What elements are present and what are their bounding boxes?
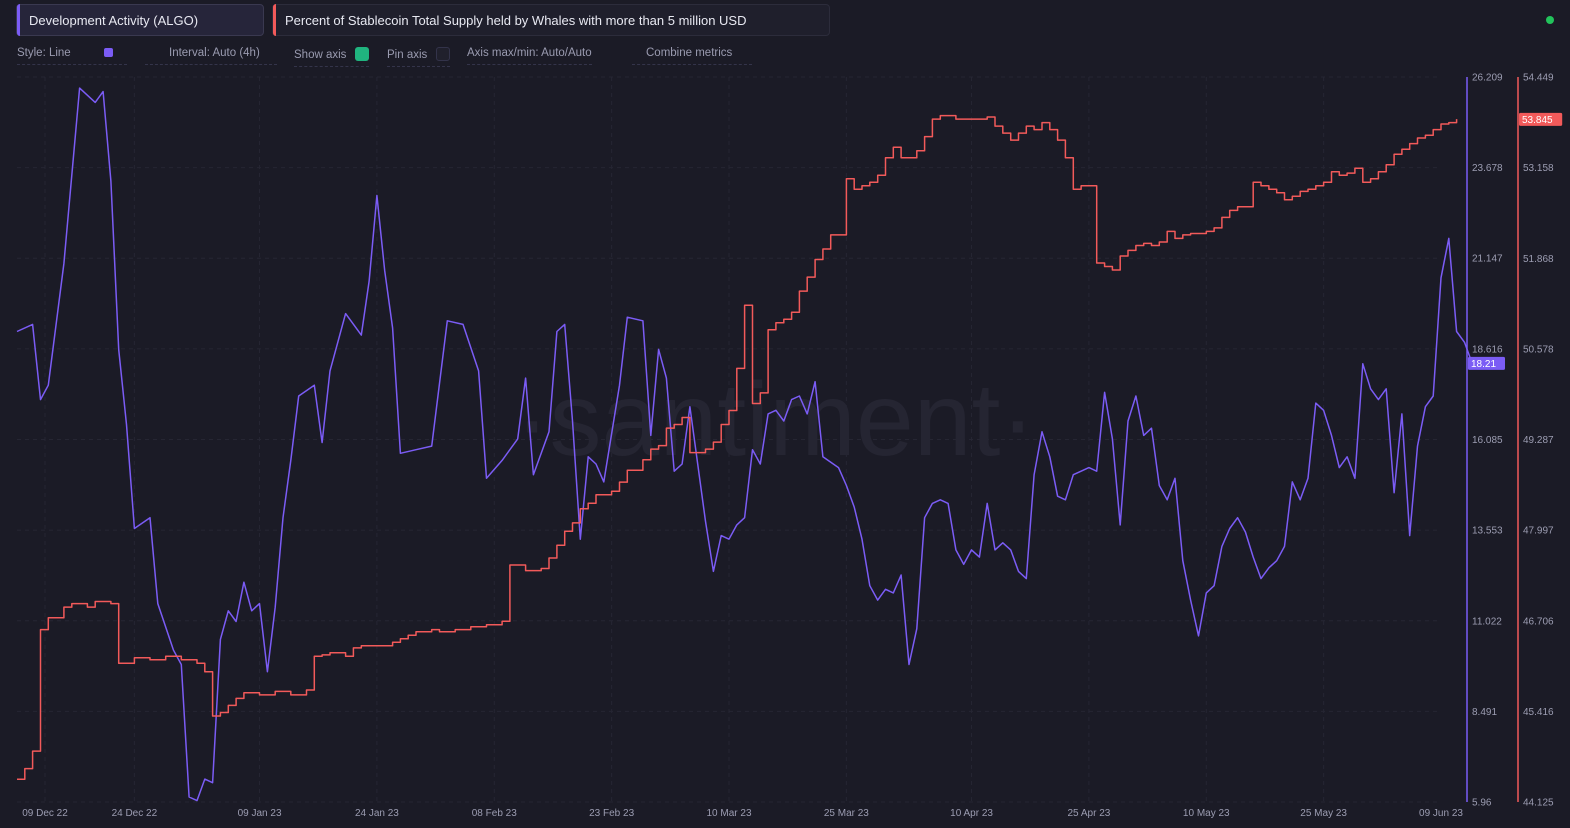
pin-axis-checkbox[interactable] xyxy=(436,47,451,61)
axis-maxmin-label: Axis max/min: Auto/Auto xyxy=(467,47,592,59)
y-tick-label-right: 51.868 xyxy=(1523,254,1554,265)
series-line-stablecoin-whales xyxy=(17,114,1458,780)
santiment-watermark: ·santiment· xyxy=(515,362,1035,478)
y-tick-label-left: 16.085 xyxy=(1472,435,1503,446)
x-tick-label: 09 Jun 23 xyxy=(1419,808,1463,819)
series-layer xyxy=(16,87,1474,802)
show-axis-toggle[interactable]: Show axis xyxy=(294,47,369,67)
line-color-swatch[interactable] xyxy=(103,48,113,57)
y-tick-label-right: 49.287 xyxy=(1523,435,1554,446)
y-tick-label-left: 21.147 xyxy=(1472,254,1503,265)
x-tick-label: 09 Dec 22 xyxy=(22,808,68,819)
y-tick-label-right: 45.416 xyxy=(1523,707,1554,718)
y-tick-label-right: 54.449 xyxy=(1523,73,1554,84)
current-value-badge-right xyxy=(1519,112,1563,126)
y-tick-label-left: 18.616 xyxy=(1472,344,1503,355)
y-tick-label-left: 26.209 xyxy=(1472,73,1503,84)
x-tick-label: 25 Mar 23 xyxy=(824,808,869,819)
y-tick-label-left: 5.96 xyxy=(1472,798,1492,809)
metric-color-bar xyxy=(17,4,20,36)
combine-metrics-label: Combine metrics xyxy=(646,47,733,59)
y-tick-label-right: 53.158 xyxy=(1523,163,1554,174)
show-axis-checkbox[interactable] xyxy=(354,47,369,61)
y-tick-label-left: 23.678 xyxy=(1472,163,1503,174)
x-tick-label: 10 Mar 23 xyxy=(706,808,751,819)
y-tick-label-left: 8.491 xyxy=(1472,707,1497,718)
x-tick-label: 24 Dec 22 xyxy=(112,808,158,819)
current-value-label-right: 53.845 xyxy=(1522,115,1553,126)
current-value-label-left: 18.21 xyxy=(1471,359,1496,370)
interval-selector[interactable]: Interval: Auto (4h) xyxy=(145,47,277,65)
metric-color-bar xyxy=(273,4,276,36)
x-tick-label: 10 Apr 23 xyxy=(950,808,993,819)
x-tick-label: 10 May 23 xyxy=(1183,808,1230,819)
show-axis-label: Show axis xyxy=(294,49,347,61)
series-line-development-activity xyxy=(16,87,1474,802)
metric-label: Development Activity (ALGO) xyxy=(29,12,199,28)
metric-label: Percent of Stablecoin Total Supply held … xyxy=(285,12,747,28)
axis-maxmin-selector[interactable]: Axis max/min: Auto/Auto xyxy=(467,47,592,65)
x-tick-label: 09 Jan 23 xyxy=(238,808,282,819)
interval-label: Interval: Auto (4h) xyxy=(169,47,260,59)
combine-metrics-button[interactable]: Combine metrics xyxy=(632,47,752,65)
y-tick-label-right: 50.578 xyxy=(1523,344,1554,355)
x-tick-label: 25 May 23 xyxy=(1300,808,1347,819)
axes-layer: 09 Dec 22 24 Dec 22 09 Jan 23 24 Jan 23 08 F… xyxy=(22,73,1563,819)
status-dot xyxy=(1546,16,1554,24)
style-label: Style: Line xyxy=(17,47,71,59)
x-tick-label: 24 Jan 23 xyxy=(355,808,399,819)
y-tick-label-left: 11.022 xyxy=(1472,616,1502,627)
metric-tab-stablecoin-whales[interactable]: Percent of Stablecoin Total Supply held … xyxy=(272,4,830,36)
pin-axis-toggle[interactable]: Pin axis xyxy=(387,47,451,67)
y-tick-label-right: 44.125 xyxy=(1523,798,1554,809)
grid-lines xyxy=(17,76,1441,803)
x-tick-label: 08 Feb 23 xyxy=(472,808,517,819)
pin-axis-label: Pin axis xyxy=(387,49,428,61)
style-selector[interactable]: Style: Line xyxy=(17,47,127,65)
y-tick-label-left: 13.553 xyxy=(1472,526,1503,537)
y-tick-label-right: 47.997 xyxy=(1523,526,1554,537)
x-tick-label: 25 Apr 23 xyxy=(1068,808,1111,819)
metric-tab-development-activity[interactable]: Development Activity (ALGO) xyxy=(16,4,264,36)
current-value-badge-left xyxy=(1468,356,1505,370)
y-tick-label-right: 46.706 xyxy=(1523,616,1554,627)
x-tick-label: 23 Feb 23 xyxy=(589,808,634,819)
